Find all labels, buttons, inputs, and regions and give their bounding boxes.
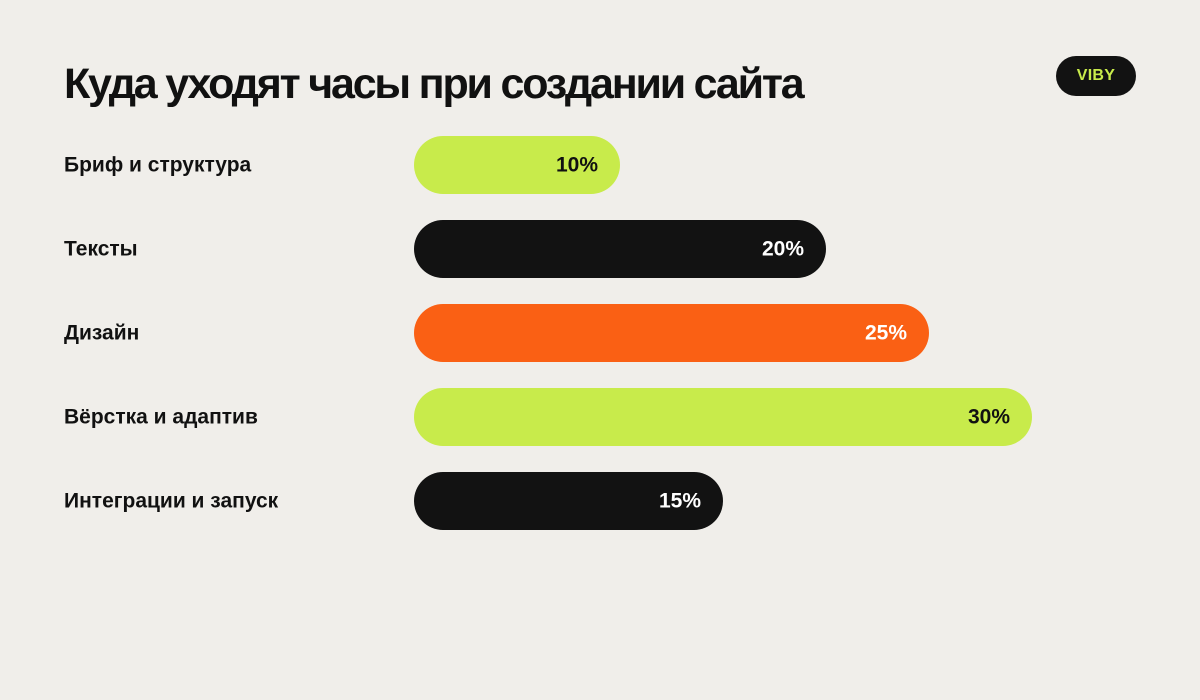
category-label: Бриф и структура bbox=[64, 154, 252, 177]
bar bbox=[414, 304, 929, 362]
bar bbox=[414, 388, 1032, 446]
category-label: Интеграции и запуск bbox=[64, 490, 279, 513]
bar-row: Тексты 20% bbox=[64, 220, 826, 278]
bar bbox=[414, 472, 723, 530]
bars-layer: Бриф и структура 10% Тексты 20% Дизайн 25% Вёр… bbox=[64, 136, 1032, 530]
bar bbox=[414, 136, 620, 194]
bar-value-label: 10% bbox=[556, 154, 598, 177]
category-label: Дизайн bbox=[64, 322, 139, 345]
bar-row: Интеграции и запуск 15% bbox=[64, 472, 723, 530]
bar-row: Вёрстка и адаптив 30% bbox=[64, 388, 1032, 446]
bar-value-label: 20% bbox=[762, 238, 804, 261]
brand-label: VIBY bbox=[1076, 67, 1116, 84]
chart-title: Куда уходят часы при создании сайта bbox=[64, 60, 805, 108]
bar-value-label: 30% bbox=[968, 406, 1010, 429]
bar bbox=[414, 220, 826, 278]
bar-value-label: 15% bbox=[659, 490, 701, 513]
bar-row: Бриф и структура 10% bbox=[64, 136, 620, 194]
bar-value-label: 25% bbox=[865, 322, 907, 345]
category-label: Тексты bbox=[64, 238, 138, 261]
brand-badge: VIBY bbox=[1056, 56, 1136, 96]
bar-row: Дизайн 25% bbox=[64, 304, 929, 362]
category-label: Вёрстка и адаптив bbox=[64, 406, 258, 429]
